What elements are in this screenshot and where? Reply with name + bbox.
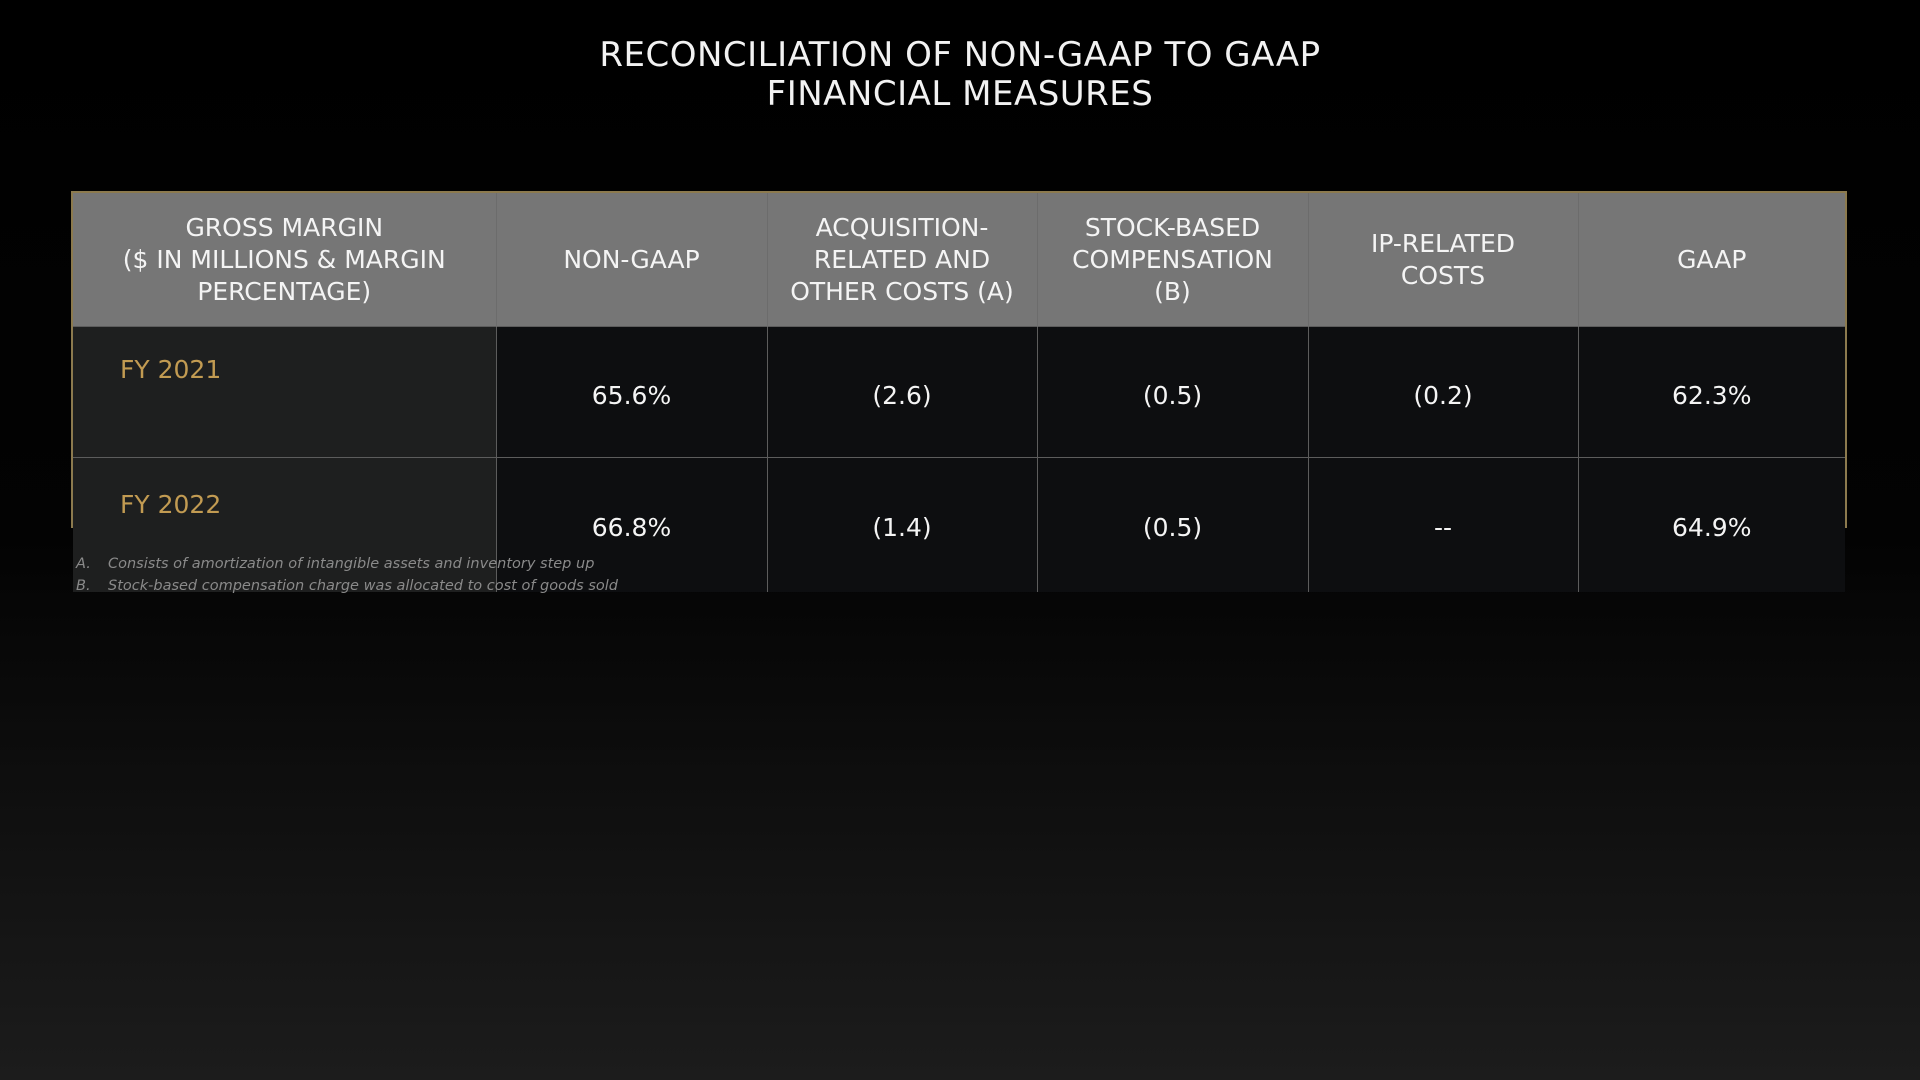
footnote-a: A. Consists of amortization of intangibl… xyxy=(76,553,618,575)
footnote-marker: A. xyxy=(76,556,91,572)
table-body: FY 2021 65.6% (2.6) (0.5) (0.2) 62.3% FY… xyxy=(73,326,1845,592)
footnotes: A. Consists of amortization of intangibl… xyxy=(76,553,618,597)
cell-ip-related-costs: (0.2) xyxy=(1308,326,1579,458)
cell-gaap: 62.3% xyxy=(1578,326,1845,458)
cell-gaap: 64.9% xyxy=(1578,457,1845,592)
footnote-text: Consists of amortization of intangible a… xyxy=(108,556,595,572)
cell-stock-based-compensation: (0.5) xyxy=(1037,457,1309,592)
gross-margin-reconciliation-table: GROSS MARGIN ($ IN MILLIONS & MARGIN PER… xyxy=(71,191,1847,592)
table-row: FY 2022 66.8% (1.4) (0.5) -- 64.9% xyxy=(73,457,1845,592)
cell-ip-related-costs: -- xyxy=(1308,457,1579,592)
cell-acquisition-related: (1.4) xyxy=(767,457,1038,592)
header-acquisition-related: ACQUISITION- RELATED AND OTHER COSTS (A) xyxy=(767,193,1038,327)
page-title: RECONCILIATION OF NON-GAAP TO GAAP FINAN… xyxy=(0,36,1920,114)
table-header: GROSS MARGIN ($ IN MILLIONS & MARGIN PER… xyxy=(73,193,1845,327)
row-label: FY 2022 xyxy=(73,457,497,592)
footnote-marker: B. xyxy=(76,578,91,594)
header-gaap: GAAP xyxy=(1578,193,1845,327)
cell-acquisition-related: (2.6) xyxy=(767,326,1038,458)
table-row: FY 2021 65.6% (2.6) (0.5) (0.2) 62.3% xyxy=(73,326,1845,458)
cell-stock-based-compensation: (0.5) xyxy=(1037,326,1309,458)
header-row: GROSS MARGIN ($ IN MILLIONS & MARGIN PER… xyxy=(73,193,1845,327)
reconciliation-table: GROSS MARGIN ($ IN MILLIONS & MARGIN PER… xyxy=(73,193,1845,592)
header-ip-related-costs: IP-RELATED COSTS xyxy=(1308,193,1579,327)
footnote-text: Stock-based compensation charge was allo… xyxy=(108,578,619,594)
footnote-b: B. Stock-based compensation charge was a… xyxy=(76,575,618,597)
header-gross-margin: GROSS MARGIN ($ IN MILLIONS & MARGIN PER… xyxy=(73,193,497,327)
header-stock-based-compensation: STOCK-BASED COMPENSATION (B) xyxy=(1037,193,1309,327)
header-non-gaap: NON-GAAP xyxy=(496,193,768,327)
cell-non-gaap: 66.8% xyxy=(496,457,768,592)
title-line-1: RECONCILIATION OF NON-GAAP TO GAAP xyxy=(599,35,1321,75)
title-line-2: FINANCIAL MEASURES xyxy=(766,74,1154,114)
row-label: FY 2021 xyxy=(73,326,497,458)
cell-non-gaap: 65.6% xyxy=(496,326,768,458)
